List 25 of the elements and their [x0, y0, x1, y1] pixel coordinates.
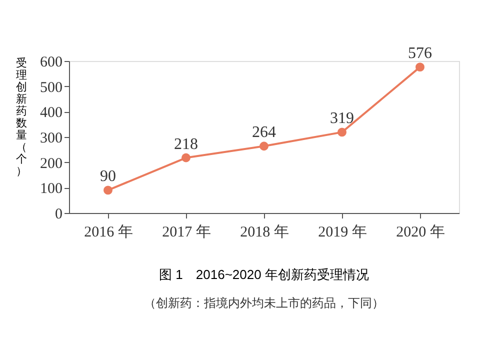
x-tick-label: 2019 年 [318, 224, 367, 240]
data-label: 319 [330, 110, 354, 128]
y-tick-label: 400 [40, 105, 62, 122]
y-tick-label: 0 [55, 206, 62, 222]
x-tick-label: 2020 年 [396, 224, 445, 240]
data-label: 218 [174, 136, 198, 153]
text: 受理创新药数量（个） [16, 58, 27, 178]
point [104, 186, 112, 195]
text: （创新药：指境内外均未上市的药品，下同） [144, 296, 384, 310]
point [338, 128, 346, 137]
y-tick-label: 100 [40, 181, 62, 198]
y-tick-label: 200 [40, 156, 62, 172]
data-label: 576 [408, 45, 432, 62]
point [182, 153, 190, 162]
y-tick-label: 600 [40, 54, 62, 70]
point [260, 142, 268, 151]
x-tick-label: 2018 年 [240, 224, 289, 240]
data-label: 90 [100, 168, 116, 186]
y-tick-label: 500 [40, 80, 62, 96]
x-tick-label: 2017 年 [162, 224, 211, 240]
y-tick-label: 300 [40, 130, 62, 146]
data-label: 264 [252, 124, 276, 142]
point [416, 62, 424, 72]
text: 图 1 2016~2020 年创新药受理情况 [159, 267, 369, 282]
x-tick-label: 2016 年 [84, 224, 133, 240]
